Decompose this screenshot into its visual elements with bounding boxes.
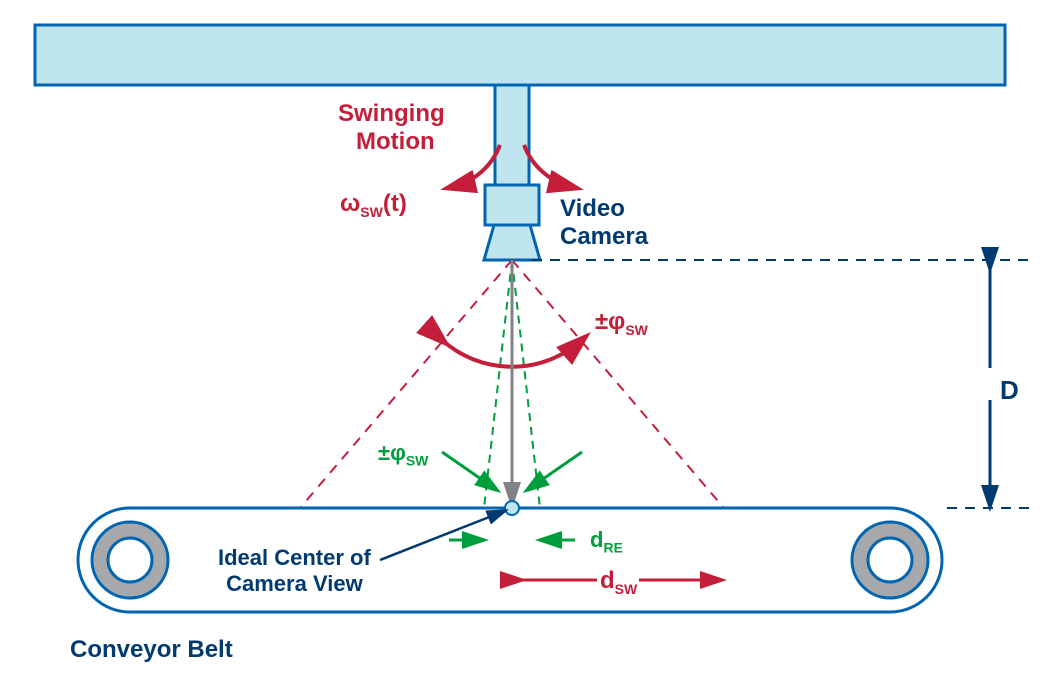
ideal-center-dot [505,501,519,515]
phi-sw-red-label: ±φSW [595,308,648,338]
diagram-svg [0,0,1063,689]
conveyor-belt-label: Conveyor Belt [70,636,233,664]
green-cone-right [512,260,540,508]
d-re-label: dRE [590,527,623,555]
camera-body [485,185,539,225]
phi-sw-green-label: ±φSW [378,440,428,468]
D-label: D [1000,375,1019,406]
swing-arc-left [452,145,500,187]
conveyor-belt-outline [78,508,942,612]
green-phi-arrow-r [530,452,582,488]
swinging-motion-label: SwingingMotion [338,100,445,156]
conveyor-hub-1 [868,538,912,582]
mounting-beam [35,25,1005,85]
diagram-canvas: SwingingMotion ωSW(t) VideoCamera ±φSW ±φSW d… [0,0,1063,689]
green-cone-left [484,260,512,508]
omega-label: ωSW(t) [340,190,407,220]
swing-arc-right [524,145,572,187]
red-cone-left [300,260,512,508]
green-phi-arrow-l [442,452,494,488]
ideal-center-label: Ideal Center ofCamera View [218,545,371,597]
camera-lens [484,225,540,260]
conveyor-hub-0 [108,538,152,582]
red-cone-right [512,260,724,508]
video-camera-label: VideoCamera [560,195,648,251]
d-sw-label: dSW [600,567,637,597]
hanger-rod [495,85,529,185]
